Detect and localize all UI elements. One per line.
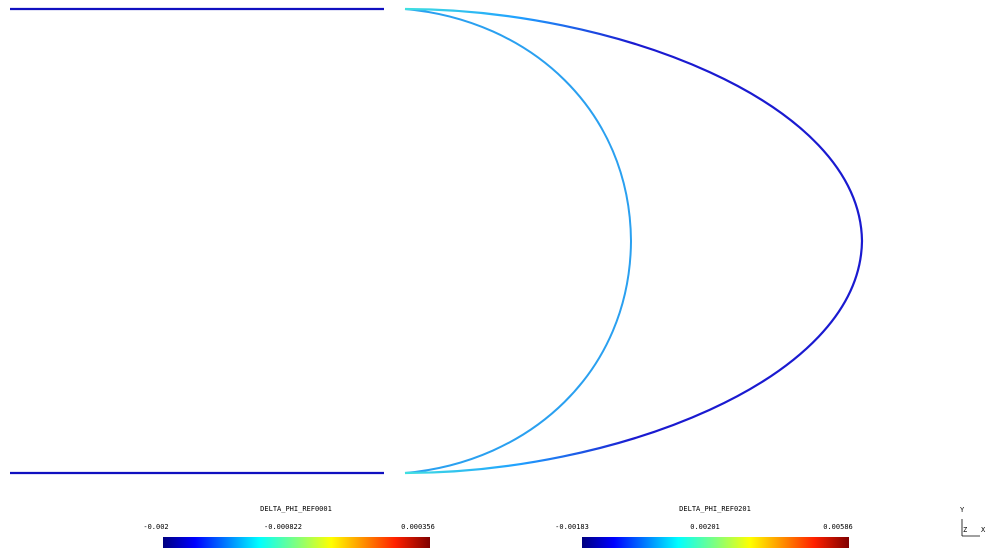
colorbar-2-tick-max: 0.00586 <box>823 523 853 531</box>
colorbar-2-tick-mid: 0.00201 <box>690 523 720 531</box>
colorbar-2-gradient <box>582 537 849 548</box>
outer-curve <box>404 7 864 475</box>
colorbar-1-tick-max: 0.000356 <box>401 523 435 531</box>
inner-curve <box>404 8 633 474</box>
axis-x-label: X <box>981 526 986 534</box>
colorbar-1-gradient <box>163 537 430 548</box>
colorbar-1-tick-min: -0.002 <box>143 523 169 531</box>
axis-y-label: Y <box>960 506 965 514</box>
colorbar-1-title: DELTA_PHI_REF0001 <box>260 505 332 513</box>
axis-z-label: Z <box>963 526 968 534</box>
colorbar-2-tick-min: -0.00183 <box>555 523 589 531</box>
colorbar-2-title: DELTA_PHI_REF0201 <box>679 505 751 513</box>
colorbar-1-tick-mid: -0.000822 <box>264 523 302 531</box>
